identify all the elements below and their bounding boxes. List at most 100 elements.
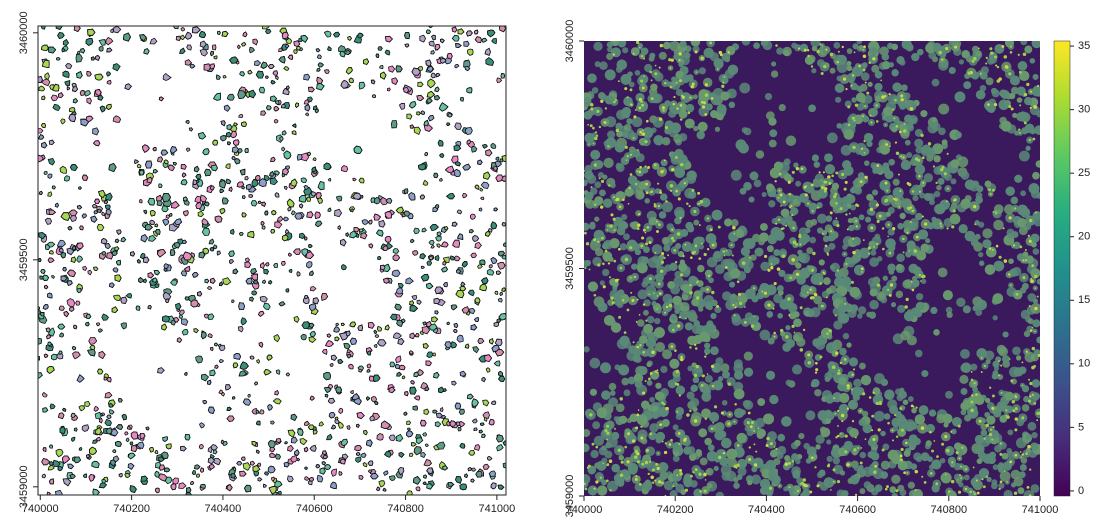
crown (226, 124, 233, 131)
crown (92, 127, 100, 136)
crown (76, 255, 84, 263)
canopy (705, 467, 714, 476)
crown (446, 321, 451, 326)
crown (409, 350, 414, 355)
crown (495, 156, 500, 161)
canopy (982, 228, 993, 239)
crown (108, 402, 114, 408)
canopy (627, 376, 636, 385)
canopy (938, 60, 949, 71)
canopy (648, 217, 658, 226)
canopy (938, 103, 950, 115)
crown (268, 279, 273, 285)
crown (169, 249, 176, 256)
crown (377, 255, 382, 261)
canopy (978, 251, 984, 258)
crown (135, 305, 141, 311)
canopy (663, 244, 671, 252)
crown (479, 187, 484, 192)
crown (287, 429, 296, 438)
canopy (603, 157, 614, 168)
canopy (1020, 309, 1031, 320)
crown (258, 86, 266, 94)
crown (242, 195, 246, 200)
crown (86, 97, 92, 105)
canopy (644, 63, 653, 73)
crown (436, 231, 442, 237)
canopy (878, 292, 885, 300)
crown (232, 139, 240, 146)
crown (470, 324, 478, 331)
crown (454, 161, 461, 167)
crown (63, 311, 70, 318)
crown (236, 461, 243, 466)
canopy (650, 280, 656, 287)
crown (190, 299, 199, 308)
canopy (683, 446, 692, 455)
crown (439, 177, 444, 182)
canopy (608, 397, 619, 408)
crown (353, 397, 362, 405)
crown (184, 296, 190, 301)
canopy (645, 446, 656, 457)
crown (106, 377, 112, 383)
crown (161, 323, 168, 331)
crown (245, 277, 253, 285)
canopy (826, 455, 833, 463)
crown (263, 471, 270, 476)
crown (328, 412, 336, 419)
crown (240, 317, 247, 326)
crown (338, 407, 344, 414)
crown (222, 277, 232, 286)
canopy (1013, 476, 1024, 487)
crown (231, 396, 236, 400)
canopy (899, 489, 907, 496)
crown (413, 446, 423, 456)
crown (263, 268, 269, 275)
canopy (792, 364, 803, 375)
crown (261, 225, 266, 230)
crown (346, 425, 351, 431)
canopy (843, 262, 849, 269)
canopy (768, 139, 777, 148)
canopy (662, 349, 673, 360)
canopy (858, 306, 867, 315)
crown (384, 49, 391, 56)
canopy (610, 182, 616, 189)
crown (417, 66, 424, 71)
crown (190, 480, 195, 486)
crown (304, 112, 310, 117)
crown (503, 242, 506, 248)
crown (195, 173, 202, 180)
crown (146, 176, 153, 184)
canopy (869, 257, 879, 267)
crown (130, 444, 138, 453)
crown (95, 436, 102, 442)
crown (96, 322, 101, 327)
crown (392, 248, 400, 254)
crown (57, 412, 65, 420)
canopy (836, 62, 848, 73)
crown (287, 206, 292, 212)
crown (248, 46, 256, 54)
crown (358, 228, 364, 233)
crown (275, 369, 281, 375)
canopy (778, 103, 786, 112)
crown (423, 459, 432, 467)
crown (76, 374, 85, 383)
crown (248, 89, 257, 99)
crown (281, 146, 286, 152)
crown (201, 227, 211, 236)
crown (491, 37, 498, 45)
canopy (637, 429, 648, 440)
crown (470, 478, 475, 483)
crown (39, 275, 44, 280)
crown (434, 310, 439, 315)
crown (326, 333, 332, 338)
crown (293, 315, 300, 323)
crown (376, 433, 384, 441)
crown (340, 79, 349, 89)
crown (55, 448, 64, 458)
canopy (970, 363, 978, 371)
crown (394, 363, 401, 370)
